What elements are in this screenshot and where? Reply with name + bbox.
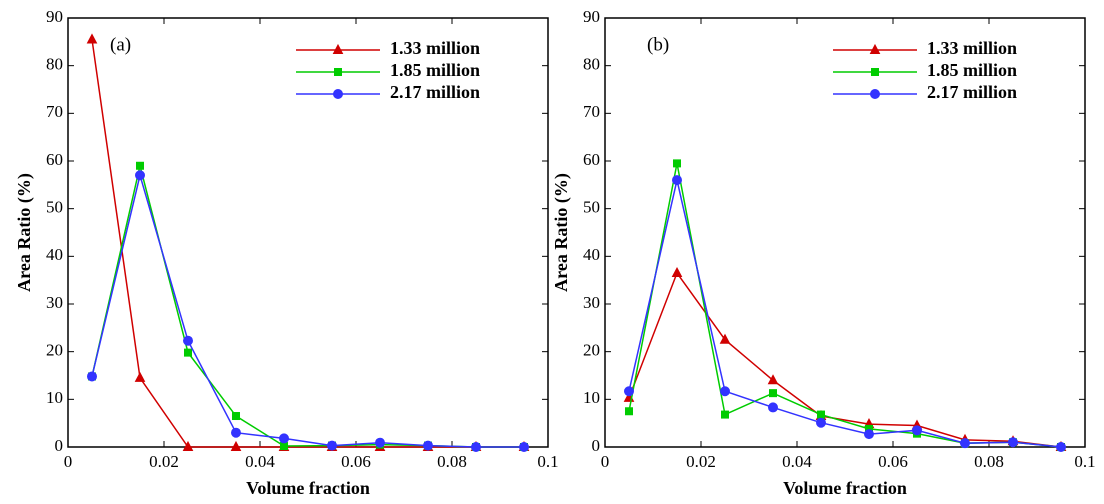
y-axis-label: Area Ratio (%) — [551, 173, 572, 292]
y-tick-label: 0 — [592, 436, 601, 455]
x-axis-label: Volume fraction — [783, 478, 907, 498]
marker — [136, 161, 144, 170]
legend-marker — [869, 43, 881, 54]
y-axis-label: Area Ratio (%) — [14, 173, 35, 292]
x-tick-label: 0.08 — [437, 452, 467, 471]
x-tick-label: 0 — [601, 452, 610, 471]
marker — [769, 389, 777, 398]
x-axis-label: Volume fraction — [246, 478, 370, 498]
y-tick-label: 30 — [46, 293, 63, 312]
marker — [471, 442, 481, 452]
line — [628, 271, 1062, 448]
marker — [375, 437, 385, 448]
x-tick-label: 0.06 — [878, 452, 908, 471]
marker — [817, 410, 825, 419]
x-tick-label: 0.1 — [537, 452, 558, 471]
marker — [519, 442, 529, 452]
x-tick-label: 0.02 — [686, 452, 716, 471]
marker — [1008, 437, 1018, 448]
y-tick-label: 70 — [583, 102, 600, 121]
legend-label: 1.85 million — [927, 60, 1017, 80]
marker — [232, 412, 240, 421]
y-tick-label: 80 — [46, 55, 63, 74]
marker — [231, 427, 241, 438]
marker — [864, 429, 874, 440]
marker — [672, 175, 682, 186]
marker — [86, 33, 98, 44]
y-tick-label: 40 — [583, 245, 600, 264]
annotation: (a) — [110, 34, 131, 55]
marker — [767, 374, 779, 385]
marker — [184, 348, 192, 357]
marker — [87, 371, 97, 382]
legend-label: 2.17 million — [390, 82, 480, 102]
marker — [182, 440, 194, 451]
x-tick-label: 0.1 — [1074, 452, 1095, 471]
marker — [720, 386, 730, 397]
legend-label: 1.85 million — [390, 60, 480, 80]
x-tick-label: 0.02 — [149, 452, 179, 471]
marker — [135, 170, 145, 181]
line — [628, 179, 1062, 448]
y-tick-label: 80 — [583, 55, 600, 74]
marker — [625, 407, 633, 416]
legend-marker — [871, 68, 879, 76]
marker — [719, 333, 731, 344]
legend-label: 2.17 million — [927, 82, 1017, 102]
legend-label: 1.33 million — [927, 38, 1017, 58]
marker — [768, 402, 778, 413]
x-tick-label: 0.04 — [245, 452, 275, 471]
y-tick-label: 70 — [46, 102, 63, 121]
marker — [279, 433, 289, 444]
y-tick-label: 60 — [46, 150, 63, 169]
marker — [960, 438, 970, 449]
y-tick-label: 60 — [583, 150, 600, 169]
marker — [624, 386, 634, 397]
marker — [423, 440, 433, 451]
line — [91, 165, 524, 448]
x-tick-label: 0.08 — [974, 452, 1004, 471]
annotation: (b) — [647, 34, 669, 55]
x-tick-label: 0.06 — [341, 452, 371, 471]
legend-label: 1.33 million — [390, 38, 480, 58]
y-tick-label: 30 — [583, 293, 600, 312]
marker — [673, 159, 681, 168]
legend-marker — [334, 68, 342, 76]
line — [628, 163, 1062, 448]
plot-frame — [604, 17, 1086, 448]
marker — [183, 335, 193, 346]
marker — [1056, 442, 1066, 452]
x-tick-label: 0 — [64, 452, 73, 471]
legend-marker — [332, 43, 344, 54]
legend-marker — [870, 89, 880, 99]
legend-marker — [333, 89, 343, 99]
y-tick-label: 90 — [583, 7, 600, 26]
line — [91, 172, 524, 448]
y-tick-label: 10 — [583, 388, 600, 407]
y-tick-label: 50 — [46, 198, 63, 217]
y-tick-label: 20 — [583, 341, 600, 360]
y-tick-label: 40 — [46, 245, 63, 264]
x-tick-label: 0.04 — [782, 452, 812, 471]
marker — [671, 266, 683, 278]
y-tick-label: 10 — [46, 388, 63, 407]
marker — [327, 440, 337, 451]
marker — [912, 425, 922, 436]
y-tick-label: 20 — [46, 341, 63, 360]
marker — [280, 442, 288, 451]
y-tick-label: 90 — [46, 7, 63, 26]
marker — [721, 410, 729, 419]
marker — [816, 417, 826, 428]
marker — [230, 440, 242, 451]
y-tick-label: 50 — [583, 198, 600, 217]
y-tick-label: 0 — [55, 436, 64, 455]
marker — [134, 371, 146, 382]
